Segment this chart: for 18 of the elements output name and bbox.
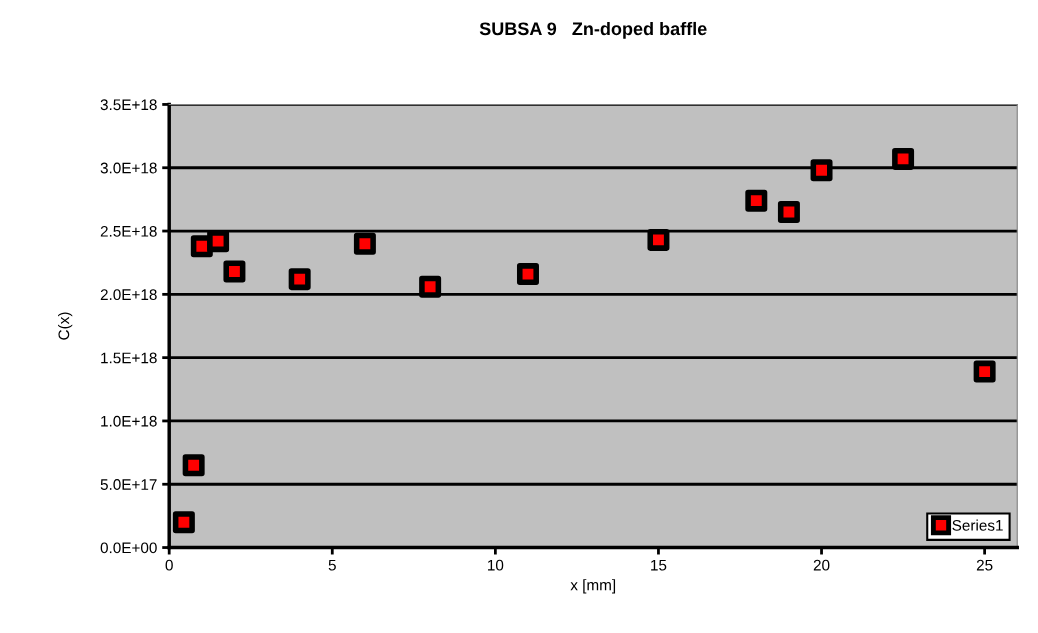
legend-label: Series1 [952,519,1003,531]
y-tick-label: 3.0E+18 [100,162,157,174]
x-tick-label: 15 [651,559,667,571]
x-tick-label: 20 [813,559,830,571]
y-tick-label: 1.5E+18 [101,352,157,364]
chart-title: SUBSA 9 Zn-doped baffle [479,21,707,39]
y-axis-title: C(x) [58,312,73,340]
y-tick-label: 3.5E+18 [100,99,157,111]
x-tick-label: 0 [165,559,173,571]
x-tick-label: 5 [328,559,336,571]
x-tick-label: 25 [976,559,993,571]
y-tick-label: 1.0E+18 [101,415,157,427]
x-tick-label: 10 [488,559,504,571]
y-tick-label: 0.0E+00 [100,542,157,554]
y-tick-label: 5.0E+17 [100,479,157,490]
y-tick-label: 2.5E+18 [100,225,157,237]
y-tick-label: 2.0E+18 [100,289,157,301]
x-axis-title: x [mm] [570,579,616,594]
